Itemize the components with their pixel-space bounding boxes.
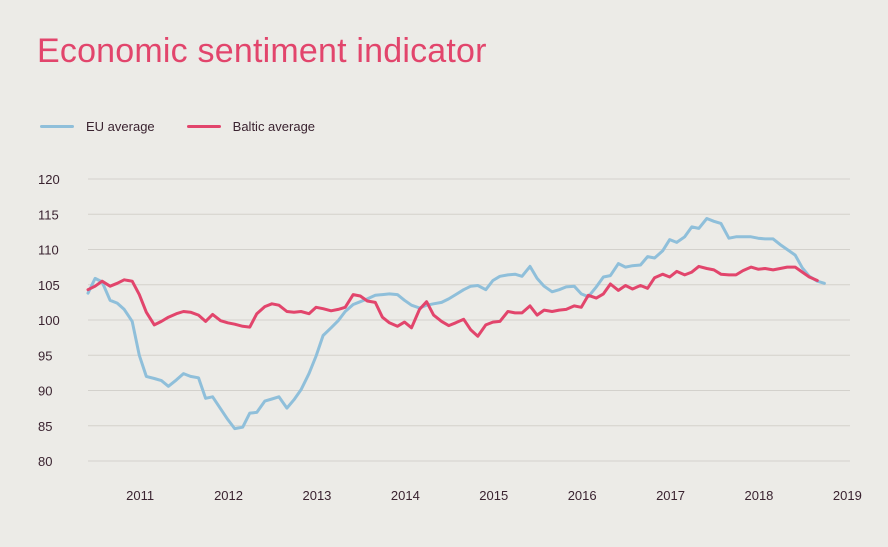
- y-tick-label: 80: [38, 454, 52, 469]
- x-tick-label: 2017: [656, 488, 685, 503]
- legend: EU average Baltic average: [40, 119, 347, 134]
- y-tick-label: 110: [38, 243, 59, 258]
- y-tick-label: 95: [38, 348, 52, 363]
- y-tick-label: 120: [38, 172, 60, 187]
- x-tick-label: 2012: [214, 488, 243, 503]
- legend-item-baltic: Baltic average: [186, 119, 316, 134]
- legend-swatch-baltic: [186, 125, 221, 128]
- x-tick-label: 2019: [833, 488, 862, 503]
- x-tick-label: 2013: [302, 488, 331, 503]
- y-tick-label: 90: [38, 384, 52, 399]
- legend-item-eu: EU average: [40, 119, 155, 134]
- series-line-eu: [86, 217, 826, 431]
- legend-label-baltic: Baltic average: [232, 119, 316, 134]
- series-lines: [86, 217, 826, 431]
- chart-title: Economic sentiment indicator: [37, 32, 487, 70]
- y-axis-ticks: 80 85 90 95 100 105 110 115 120: [38, 172, 60, 469]
- x-axis-ticks: 2011 2012 2013 2014 2015 2016 2017 2018 2019: [126, 488, 862, 503]
- legend-label-eu: EU average: [86, 119, 155, 134]
- series-line-baltic: [86, 264, 819, 338]
- x-tick-label: 2014: [391, 488, 420, 503]
- x-tick-label: 2016: [568, 488, 597, 503]
- x-tick-label: 2015: [479, 488, 508, 503]
- y-tick-label: 105: [38, 278, 60, 293]
- y-tick-label: 85: [38, 419, 52, 434]
- y-tick-label: 100: [38, 313, 60, 328]
- y-tick-label: 115: [38, 207, 59, 222]
- x-tick-label: 2011: [126, 488, 154, 503]
- legend-swatch-eu: [40, 125, 74, 128]
- gridlines: [88, 178, 850, 462]
- x-tick-label: 2018: [744, 488, 773, 503]
